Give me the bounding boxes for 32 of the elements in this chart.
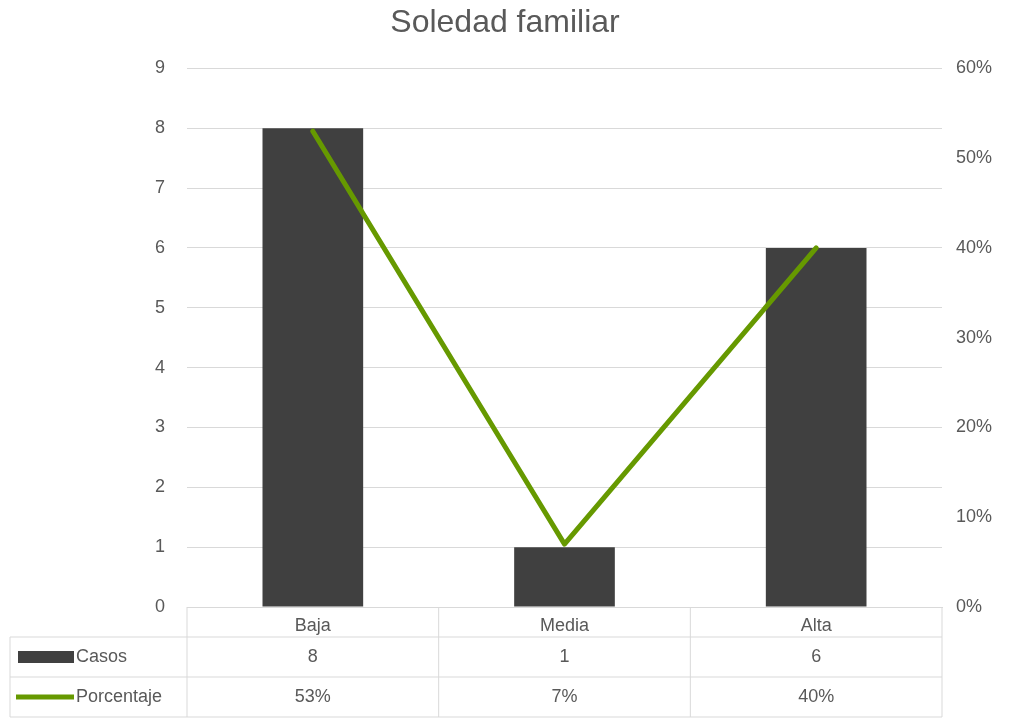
y-tick-label: 1 — [154, 536, 165, 557]
chart-title: Soledad familiar — [390, 3, 621, 40]
bar — [514, 547, 615, 607]
y2-tick-label: 30% — [956, 326, 993, 347]
y-tick-label: 5 — [154, 296, 165, 317]
data-label: 53% — [294, 685, 331, 706]
y-tick-label: 3 — [154, 416, 165, 437]
x-tick-label: Media — [539, 614, 590, 635]
data-label: 8 — [307, 645, 318, 666]
y2-tick-label: 40% — [956, 236, 993, 257]
y-tick-label: 8 — [154, 117, 165, 138]
x-tick-label: Alta — [800, 614, 833, 635]
y2-tick-label: 20% — [956, 416, 993, 437]
data-label: 1 — [559, 645, 570, 666]
y-tick-label: 2 — [154, 476, 165, 497]
x-tick-label: Baja — [294, 614, 332, 635]
y-tick-label: 9 — [154, 57, 165, 78]
y2-tick-label: 50% — [956, 147, 993, 168]
y2-tick-label: 60% — [956, 57, 993, 78]
data-label: 40% — [798, 685, 835, 706]
bar — [765, 247, 867, 607]
data-label: 7% — [551, 685, 578, 706]
y-tick-label: 0 — [154, 595, 165, 616]
legend-label: Porcentaje — [76, 685, 163, 706]
y-tick-label: 4 — [154, 356, 165, 377]
bar — [262, 128, 364, 607]
legend-label: Casos — [76, 645, 128, 666]
y-tick-label: 7 — [154, 177, 165, 198]
y-tick-label: 6 — [154, 236, 165, 257]
y2-tick-label: 0% — [956, 595, 983, 616]
y2-tick-label: 10% — [956, 506, 993, 527]
data-label: 6 — [811, 645, 822, 666]
